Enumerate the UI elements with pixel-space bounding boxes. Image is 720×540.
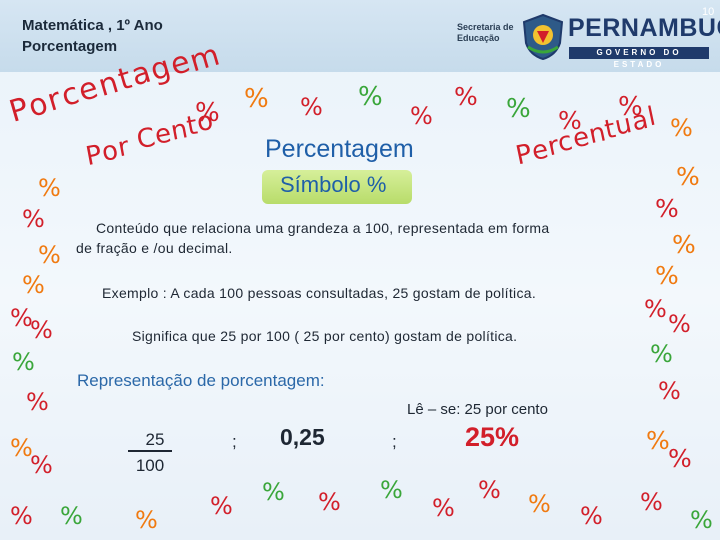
decorative-percent-sign: % xyxy=(410,102,433,130)
decorative-percent-sign: % xyxy=(432,494,455,522)
title-line-2: Porcentagem xyxy=(22,38,118,55)
decorative-percent-sign: % xyxy=(38,241,61,269)
decorative-percent-sign: % xyxy=(318,488,341,516)
decorative-percent-sign: % xyxy=(380,476,403,504)
secretaria-line-1: Secretaria de xyxy=(457,22,514,32)
secretaria-label: Secretaria de Educação xyxy=(457,22,514,44)
decorative-percent-sign: % xyxy=(454,82,478,111)
decorative-percent-sign: % xyxy=(30,316,53,344)
decorative-percent-sign: % xyxy=(618,92,643,122)
decorative-percent-sign: % xyxy=(528,490,551,518)
decorative-percent-sign: % xyxy=(676,162,700,191)
simbolo-box: Símbolo % xyxy=(262,170,412,204)
representacao-heading: Representação de porcentagem: xyxy=(77,371,325,390)
significa-text: Significa que 25 por 100 ( 25 por cento)… xyxy=(132,328,518,344)
decorative-percent-sign: % xyxy=(646,426,670,455)
header-banner: Matemática , 1º Ano Porcentagem 10 Secre… xyxy=(0,0,720,72)
decorative-percent-sign: % xyxy=(10,304,33,332)
decorative-percent-sign: % xyxy=(300,93,323,121)
decorative-percent-sign: % xyxy=(644,295,667,323)
decorative-percent-sign: % xyxy=(12,348,35,376)
decorative-percent-sign: % xyxy=(38,174,61,202)
state-crest-icon xyxy=(522,13,564,61)
decorative-percent-sign: % xyxy=(60,502,83,530)
decorative-percent-sign: % xyxy=(672,230,696,259)
le-se-text: Lê – se: 25 por cento xyxy=(407,401,548,418)
decorative-percent-sign: % xyxy=(655,261,679,290)
decorative-percent-sign: % xyxy=(195,98,220,128)
percent-representation: 25% xyxy=(465,422,520,452)
decorative-percent-sign: % xyxy=(670,114,693,142)
secretaria-line-2: Educação xyxy=(457,33,500,43)
separator-2: ; xyxy=(392,432,397,451)
decorative-percent-sign: % xyxy=(580,502,603,530)
decimal-representation: 0,25 xyxy=(280,424,325,450)
decorative-percent-sign: % xyxy=(210,492,233,520)
simbolo-label: Símbolo % xyxy=(280,172,387,197)
decorative-percent-sign: % xyxy=(650,340,673,368)
decorative-percent-sign: % xyxy=(10,434,33,462)
decorative-percent-sign: % xyxy=(244,84,269,114)
percentual-curved-word: Percentual xyxy=(513,102,658,172)
fraction-denominator: 100 xyxy=(135,456,165,475)
decorative-percent-sign: % xyxy=(26,388,49,416)
governo-do-estado-band: GOVERNO DO ESTADO xyxy=(569,47,709,69)
decorative-percent-sign: % xyxy=(478,476,501,504)
page-number: 10 xyxy=(702,6,715,18)
decorative-percent-sign: % xyxy=(135,506,158,534)
decorative-percent-sign: % xyxy=(658,377,681,405)
decorative-percent-sign: % xyxy=(640,488,663,516)
separator-1: ; xyxy=(232,432,237,451)
decorative-percent-sign: % xyxy=(655,194,679,223)
decorative-percent-sign: % xyxy=(22,205,45,233)
por-cento-curved-word: Por Cento xyxy=(83,106,216,172)
pernambuco-logo: PERNAMBUCO xyxy=(568,14,720,42)
decorative-percent-sign: % xyxy=(30,451,53,479)
fraction-representation: 25 100 xyxy=(128,430,172,476)
percentagem-heading: Percentagem xyxy=(265,135,414,163)
decorative-percent-sign: % xyxy=(668,444,692,473)
decorative-percent-sign: % xyxy=(358,82,383,112)
decorative-percent-sign: % xyxy=(690,506,713,534)
decorative-percent-sign: % xyxy=(506,94,531,124)
title-line-1: Matemática , 1º Ano xyxy=(22,17,163,34)
conteudo-line-2: de fração e /ou decimal. xyxy=(76,240,233,256)
fraction-numerator: 25 xyxy=(128,430,172,452)
decorative-percent-sign: % xyxy=(668,310,691,338)
exemplo-text: Exemplo : A cada 100 pessoas consultadas… xyxy=(102,285,537,301)
decorative-percent-sign: % xyxy=(10,502,33,530)
decorative-percent-sign: % xyxy=(22,271,45,299)
decorative-percent-sign: % xyxy=(262,478,285,506)
slide-title: Matemática , 1º Ano Porcentagem xyxy=(22,15,163,57)
conteudo-line-1: Conteúdo que relaciona uma grandeza a 10… xyxy=(96,220,550,236)
decorative-percent-sign: % xyxy=(558,106,582,135)
